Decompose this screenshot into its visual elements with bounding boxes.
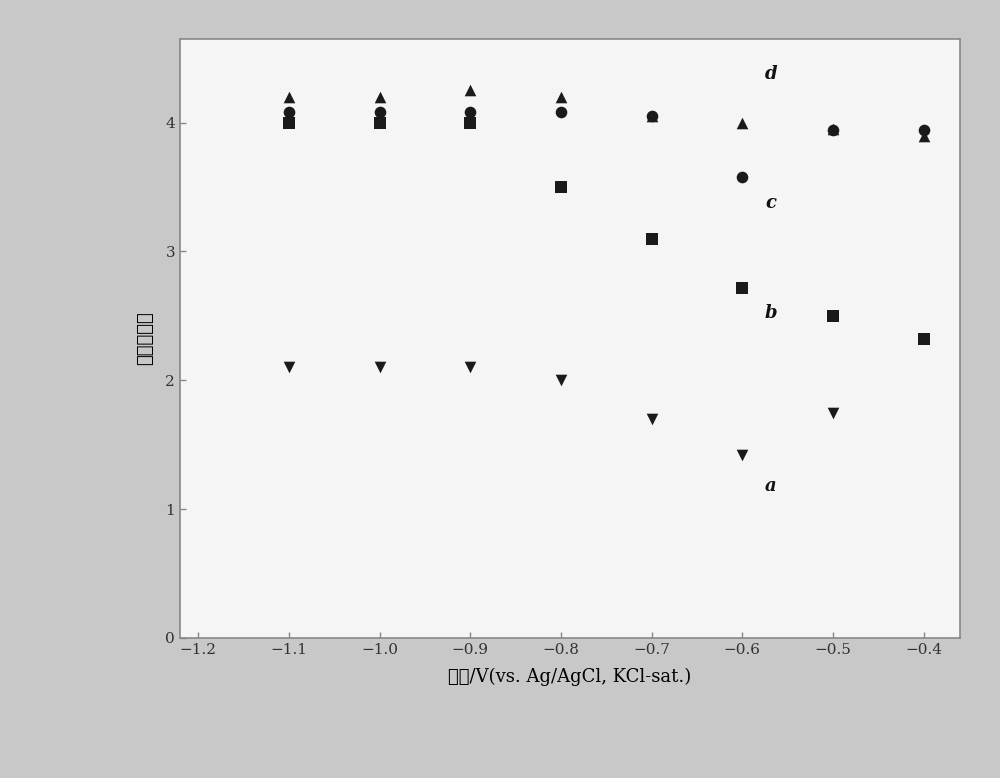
Y-axis label: 电子转移数: 电子转移数: [136, 311, 154, 366]
Point: [916, 129, 932, 142]
Point: [553, 91, 569, 103]
Text: d: d: [765, 65, 778, 82]
Point: [553, 374, 569, 387]
Point: [281, 91, 297, 103]
Point: [644, 110, 660, 122]
Point: [825, 406, 841, 419]
Point: [372, 91, 388, 103]
Point: [372, 117, 388, 129]
Text: b: b: [765, 304, 778, 322]
Point: [462, 361, 478, 373]
Point: [553, 106, 569, 118]
Point: [916, 333, 932, 345]
X-axis label: 电位/V(vs. Ag/AgCl, KCl-sat.): 电位/V(vs. Ag/AgCl, KCl-sat.): [448, 668, 692, 686]
Point: [734, 117, 750, 129]
Text: c: c: [765, 194, 776, 212]
Point: [644, 110, 660, 122]
Text: a: a: [765, 477, 777, 495]
Point: [281, 106, 297, 118]
Point: [281, 361, 297, 373]
Point: [644, 412, 660, 425]
Point: [462, 106, 478, 118]
Point: [734, 170, 750, 183]
Point: [734, 449, 750, 461]
Point: [462, 84, 478, 96]
Point: [281, 117, 297, 129]
Point: [553, 180, 569, 193]
Point: [462, 117, 478, 129]
Point: [825, 123, 841, 135]
Point: [916, 124, 932, 137]
Point: [825, 124, 841, 137]
Point: [734, 282, 750, 294]
Point: [644, 233, 660, 245]
Point: [372, 361, 388, 373]
Point: [825, 310, 841, 322]
Point: [372, 106, 388, 118]
